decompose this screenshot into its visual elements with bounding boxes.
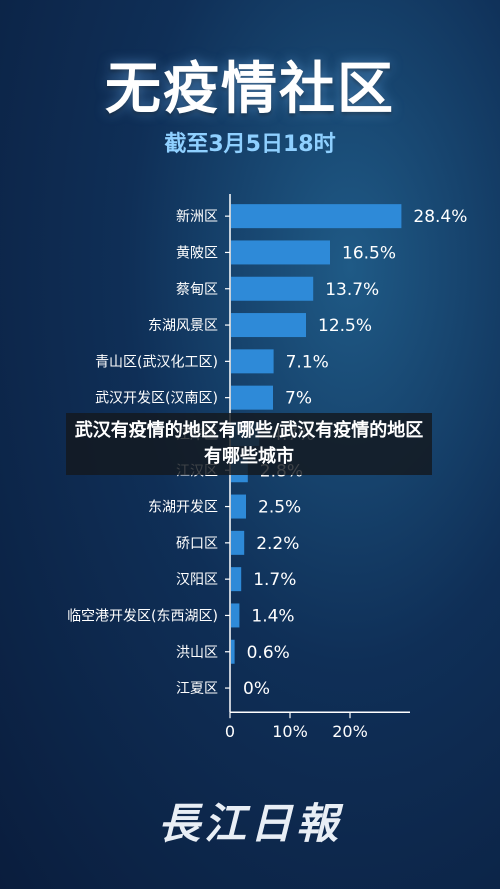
bar (231, 530, 245, 555)
category-label: 临空港开发区(东西湖区) (67, 608, 218, 624)
value-label: 7% (285, 389, 312, 409)
category-label: 新洲区 (176, 209, 218, 225)
category-label: 东湖风景区 (148, 318, 218, 334)
value-label: 7.1% (286, 352, 329, 372)
bar (231, 313, 306, 338)
category-label: 黄陂区 (176, 244, 218, 261)
bar (231, 603, 240, 628)
value-label: 2.2% (256, 534, 299, 554)
value-label: 12.5% (318, 316, 372, 336)
bar (231, 385, 273, 410)
value-label: 0.6% (247, 643, 290, 663)
category-label: 青山区(武汉化工区) (95, 354, 218, 370)
x-tick-label: 0 (225, 722, 235, 741)
x-tick-label: 20% (332, 722, 368, 741)
category-label: 洪山区 (176, 645, 218, 661)
page-subtitle: 截至3月5日18时 (164, 132, 336, 157)
bar (231, 494, 246, 519)
value-label: 2.5% (258, 498, 301, 518)
bar (231, 567, 242, 592)
value-label: 13.7% (325, 280, 379, 300)
value-label: 16.5% (342, 243, 396, 263)
value-label: 0% (243, 679, 270, 699)
category-label: 汉阳区 (176, 572, 218, 588)
caption-text: 武汉有疫情的地区有哪些/武汉有疫情的地区有哪些城市 (74, 420, 424, 467)
bar-chart: 新洲区 28.4% 黄陂区 16.5% 蔡甸区 13.7% 东湖风景区 12.5% 青山区(武汉… (67, 194, 467, 741)
bar (231, 204, 402, 229)
caption-overlay: 武汉有疫情的地区有哪些/武汉有疫情的地区有哪些城市 (66, 413, 432, 475)
category-label: 蔡甸区 (176, 282, 218, 298)
category-label: 江夏区 (176, 681, 218, 697)
value-label: 1.4% (251, 606, 294, 626)
category-label: 硚口区 (176, 536, 218, 552)
value-label: 28.4% (413, 207, 467, 227)
value-label: 1.7% (253, 570, 296, 590)
category-label: 武汉开发区(汉南区) (95, 391, 218, 407)
bar (231, 349, 274, 374)
bar (231, 639, 235, 664)
category-label: 东湖开发区 (148, 500, 218, 516)
brand-logo: 長江日報 (157, 799, 342, 848)
x-tick-label: 10% (272, 722, 308, 741)
bar (231, 276, 314, 301)
page-title: 无疫情社区 (105, 57, 395, 122)
bar (231, 240, 330, 265)
